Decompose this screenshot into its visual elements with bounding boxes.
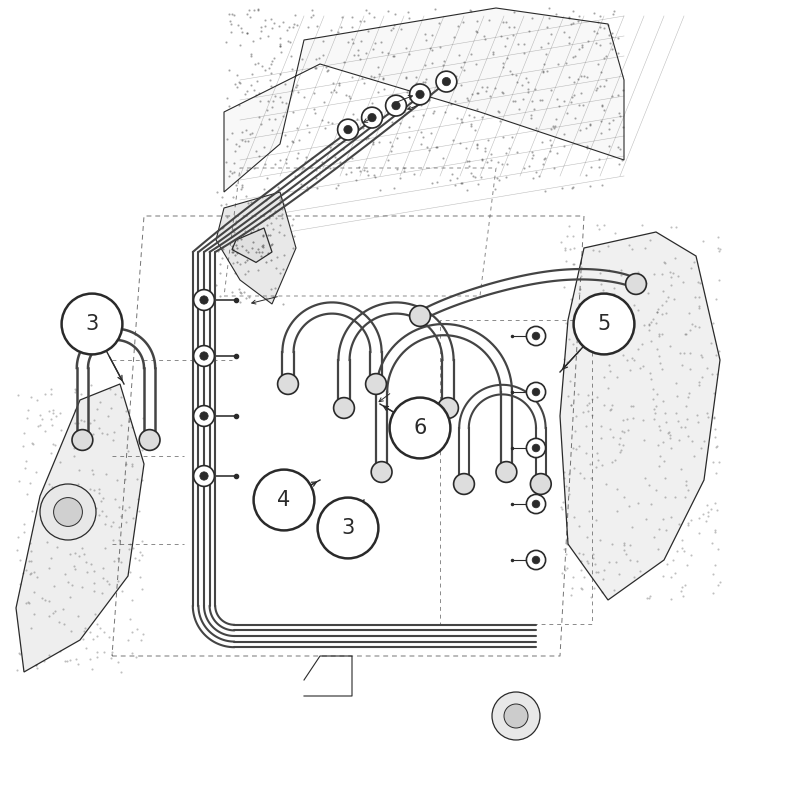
Circle shape [532, 332, 540, 340]
Circle shape [200, 472, 208, 480]
Circle shape [454, 474, 474, 494]
Circle shape [410, 84, 430, 105]
Circle shape [72, 430, 93, 450]
Circle shape [194, 466, 214, 486]
Circle shape [54, 498, 82, 526]
Text: 3: 3 [86, 314, 98, 334]
Circle shape [392, 102, 400, 110]
Circle shape [526, 326, 546, 346]
Circle shape [194, 406, 214, 426]
Polygon shape [560, 232, 720, 600]
Polygon shape [232, 228, 272, 262]
Circle shape [416, 90, 424, 98]
Circle shape [62, 294, 122, 354]
Text: 3: 3 [342, 518, 354, 538]
Circle shape [254, 470, 314, 530]
Circle shape [200, 296, 208, 304]
Circle shape [526, 550, 546, 570]
Circle shape [40, 484, 96, 540]
Circle shape [318, 498, 378, 558]
Circle shape [532, 444, 540, 452]
Circle shape [200, 352, 208, 360]
Circle shape [492, 692, 540, 740]
Polygon shape [216, 192, 296, 304]
Circle shape [496, 462, 517, 482]
Circle shape [626, 274, 646, 294]
Circle shape [436, 71, 457, 92]
Text: 5: 5 [598, 314, 610, 334]
Circle shape [194, 346, 214, 366]
Circle shape [362, 107, 382, 128]
Circle shape [526, 494, 546, 514]
Text: 6: 6 [414, 418, 426, 438]
Circle shape [438, 398, 458, 418]
Circle shape [344, 126, 352, 134]
Circle shape [371, 462, 392, 482]
Circle shape [368, 114, 376, 122]
Circle shape [386, 95, 406, 116]
Circle shape [504, 704, 528, 728]
Circle shape [334, 398, 354, 418]
Circle shape [338, 119, 358, 140]
Circle shape [139, 430, 160, 450]
Text: 4: 4 [278, 490, 290, 510]
Circle shape [366, 374, 386, 394]
Circle shape [532, 556, 540, 564]
Circle shape [442, 78, 450, 86]
Circle shape [526, 438, 546, 458]
Circle shape [390, 398, 450, 458]
Circle shape [278, 374, 298, 394]
Circle shape [530, 474, 551, 494]
Polygon shape [224, 8, 624, 192]
Circle shape [574, 294, 634, 354]
Circle shape [200, 412, 208, 420]
Polygon shape [16, 384, 144, 672]
Circle shape [532, 500, 540, 508]
Circle shape [532, 388, 540, 396]
Circle shape [194, 290, 214, 310]
Circle shape [526, 382, 546, 402]
Circle shape [410, 306, 430, 326]
